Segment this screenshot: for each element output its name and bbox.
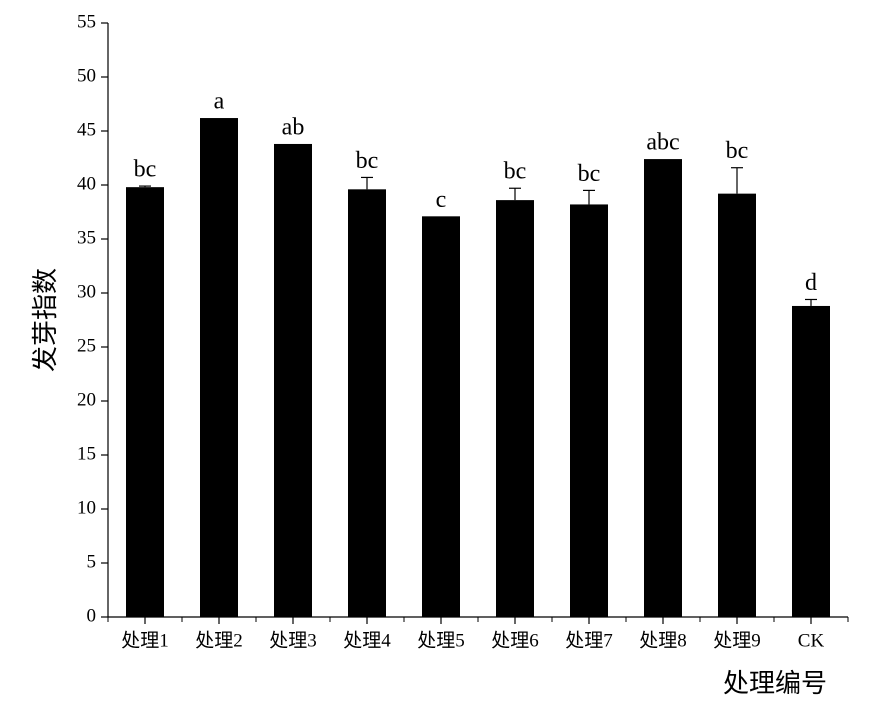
significance-letter: bc xyxy=(134,157,157,183)
x-tick-label: CK xyxy=(798,630,825,651)
significance-letter: bc xyxy=(504,159,527,185)
y-tick-label: 35 xyxy=(77,227,96,248)
y-tick-label: 45 xyxy=(77,119,96,140)
y-tick-label: 20 xyxy=(77,389,96,410)
x-tick-label: 处理3 xyxy=(269,629,317,651)
y-tick-label: 0 xyxy=(87,605,97,626)
y-tick-label: 30 xyxy=(77,281,96,302)
x-tick-label: 处理2 xyxy=(195,629,243,651)
significance-letter: a xyxy=(214,89,225,115)
bar xyxy=(348,189,386,617)
y-tick-label: 40 xyxy=(77,173,96,194)
y-tick-label: 50 xyxy=(77,65,96,86)
significance-letter: bc xyxy=(578,161,601,187)
x-tick-label: 处理8 xyxy=(639,629,687,651)
bar xyxy=(422,216,460,617)
x-tick-label: 处理7 xyxy=(565,629,613,651)
y-tick-label: 5 xyxy=(87,551,97,572)
y-tick-label: 15 xyxy=(77,443,96,464)
bar xyxy=(792,305,830,617)
bar xyxy=(200,118,238,617)
significance-letter: bc xyxy=(356,148,379,174)
bar xyxy=(496,200,534,617)
y-tick-label: 10 xyxy=(77,497,96,518)
significance-letter: abc xyxy=(646,130,679,156)
x-tick-label: 处理6 xyxy=(491,629,539,651)
bar xyxy=(644,159,682,617)
y-tick-label: 25 xyxy=(77,335,96,356)
bar xyxy=(718,193,756,617)
significance-letter: ab xyxy=(282,114,305,140)
significance-letter: d xyxy=(805,270,817,296)
significance-letter: c xyxy=(436,187,447,213)
x-tick-label: 处理5 xyxy=(417,629,465,651)
x-tick-label: 处理4 xyxy=(343,629,391,651)
y-tick-label: 55 xyxy=(77,11,96,32)
significance-letter: bc xyxy=(726,138,749,164)
bar xyxy=(126,187,164,617)
x-tick-label: 处理1 xyxy=(121,629,169,651)
x-axis-title: 处理编号 xyxy=(723,669,827,698)
bar xyxy=(570,204,608,617)
bar xyxy=(274,143,312,617)
x-tick-label: 处理9 xyxy=(713,629,761,651)
y-axis-title: 发芽指数 xyxy=(31,268,60,372)
